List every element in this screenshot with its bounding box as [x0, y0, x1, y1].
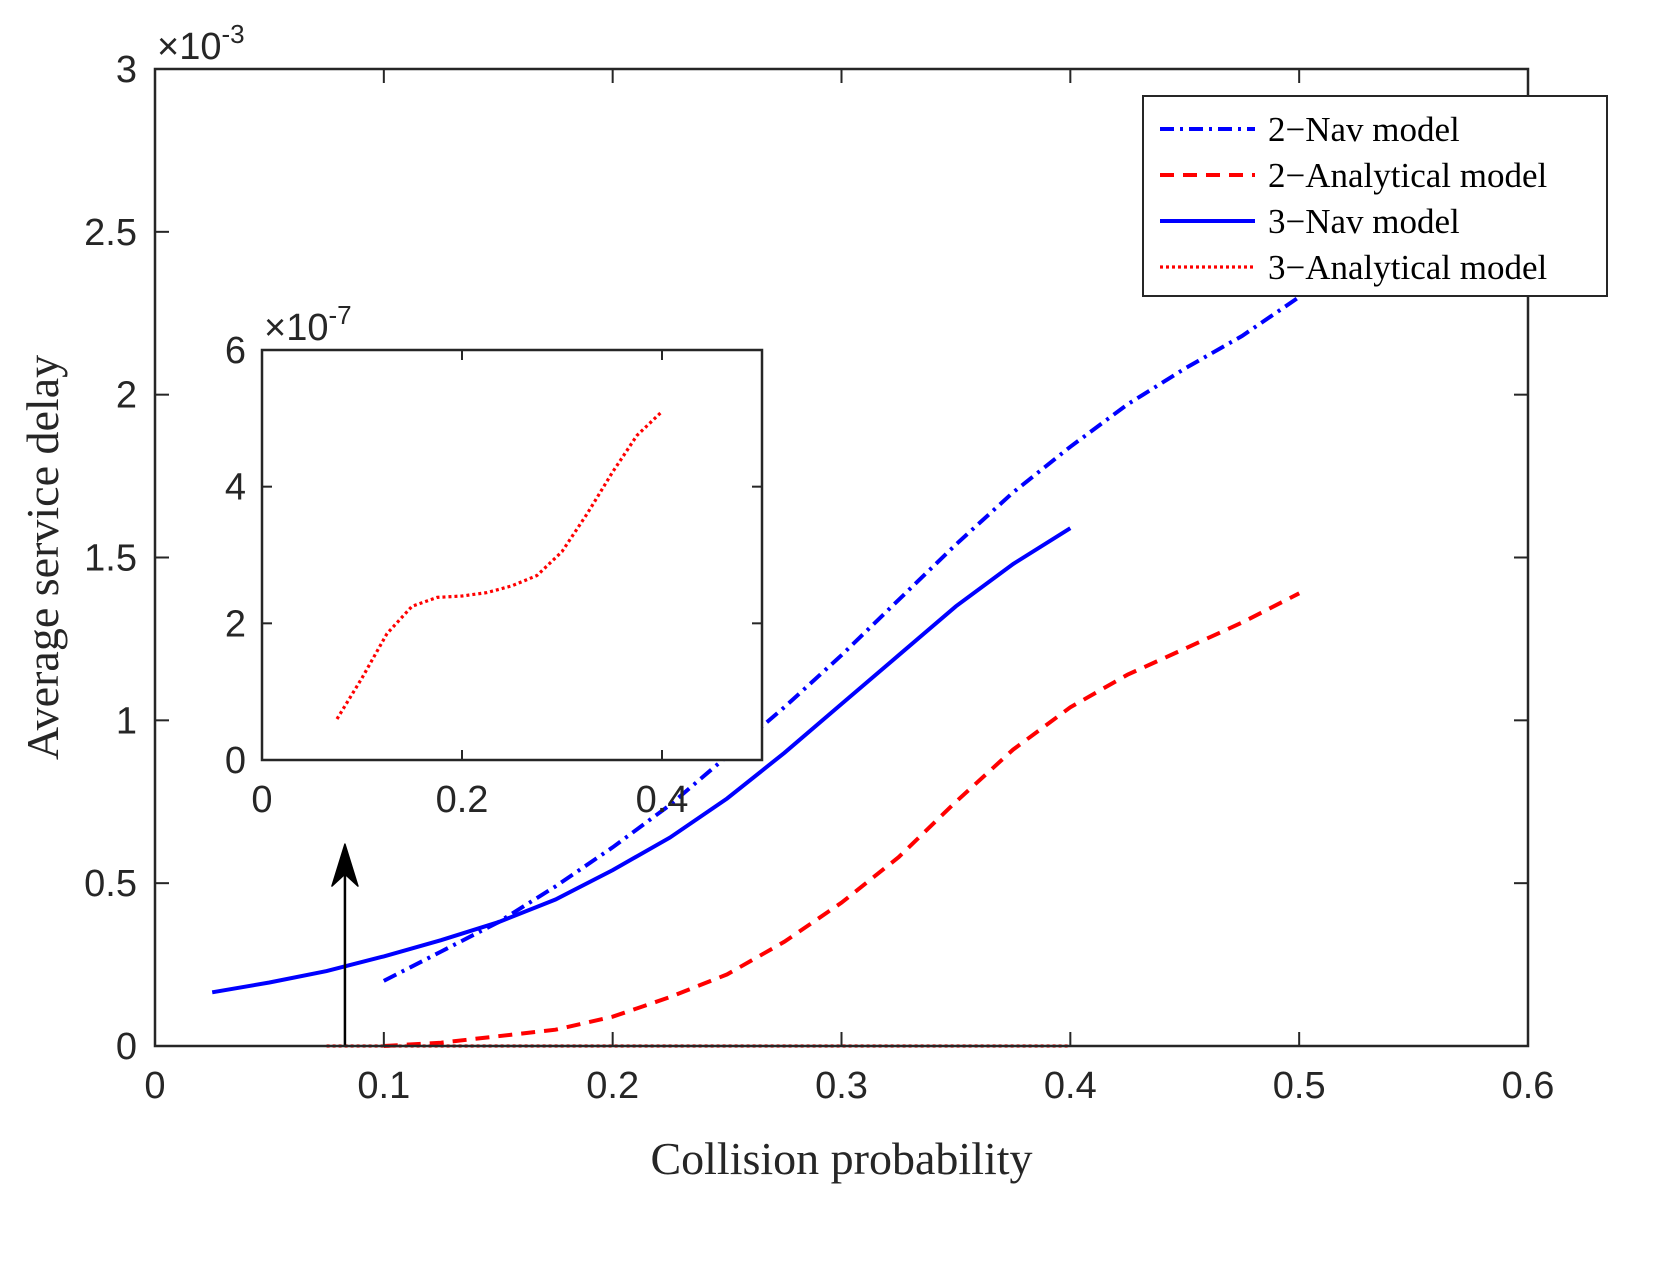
inset-y-axis-multiplier: ×10-7 — [264, 300, 352, 349]
inset-x-tick-label: 0.2 — [436, 779, 489, 821]
arrow-head-1 — [331, 843, 359, 887]
x-tick-label: 0 — [144, 1065, 165, 1107]
x-tick-label: 0.6 — [1502, 1065, 1555, 1107]
y-tick-label: 3 — [116, 49, 137, 91]
x-axis-title: Collision probability — [650, 1133, 1032, 1184]
y-tick-label: 2.5 — [84, 212, 137, 254]
inset-y-tick-label: 4 — [225, 467, 246, 509]
y-tick-label: 0.5 — [84, 863, 137, 905]
y-tick-label: 2 — [116, 375, 137, 417]
x-tick-label: 0.4 — [1044, 1065, 1097, 1107]
y-axis-multiplier: ×10-3 — [157, 19, 245, 68]
y-tick-label: 0 — [116, 1026, 137, 1068]
y-tick-label: 1 — [116, 700, 137, 742]
inset-x-tick-label: 0 — [251, 779, 272, 821]
legend-label-3: 3−Nav model — [1268, 202, 1460, 241]
y-multiplier-exponent: -3 — [221, 19, 244, 49]
series-line-2 — [383, 591, 1301, 1048]
inset-y-tick-label: 2 — [225, 603, 246, 645]
inset-x-ticks: 0 0.2 0.4 — [251, 350, 688, 821]
y-axis-title: Average service delay — [17, 355, 68, 760]
legend-items: 2−Nav model 2−Analytical model 3−Nav model… — [1160, 110, 1548, 287]
main-x-ticks: 0 0.1 0.2 0.3 0.4 0.5 0.6 — [144, 69, 1554, 1107]
legend-label-2: 2−Analytical model — [1268, 156, 1548, 195]
inset-x-tick-label: 0.4 — [636, 779, 689, 821]
legend: 2−Nav model 2−Analytical model 3−Nav model… — [1142, 95, 1608, 297]
legend-label-4: 3−Analytical model — [1268, 248, 1548, 287]
y-multiplier-base: ×10 — [157, 26, 221, 68]
main-y-ticks: 0 0.5 1 1.5 2 2.5 3 — [84, 49, 1528, 1068]
inset-y-tick-label: 0 — [225, 740, 246, 782]
y-tick-label: 1.5 — [84, 538, 137, 580]
main-plot: 0 0.1 0.2 0.3 0.4 0.5 0.6 00.511.522.53 ×10-3 … — [17, 19, 1554, 1184]
series-line-3 — [211, 526, 1072, 995]
x-tick-label: 0.2 — [586, 1065, 639, 1107]
inset-series-line-1 — [335, 410, 664, 720]
inset-y-multiplier-base: ×10 — [264, 307, 328, 349]
series-line-1 — [382, 295, 1301, 983]
legend-label-1: 2−Nav model — [1268, 110, 1460, 149]
main-annotation-layer — [331, 843, 359, 1046]
inset-series-layer — [335, 410, 664, 720]
inset-y-ticks: 0 2 4 6 — [225, 330, 762, 782]
inset-y-multiplier-exponent: -7 — [328, 300, 351, 330]
x-tick-label: 0.3 — [815, 1065, 868, 1107]
inset-y-tick-label: 6 — [225, 330, 246, 372]
inset-background — [262, 350, 762, 760]
inset-axes-frame — [260, 348, 764, 762]
inset-plot: 0 0.2 0.4 0 2 4 6 ×10-7 — [225, 300, 764, 821]
x-tick-label: 0.5 — [1273, 1065, 1326, 1107]
x-tick-label: 0.1 — [357, 1065, 410, 1107]
